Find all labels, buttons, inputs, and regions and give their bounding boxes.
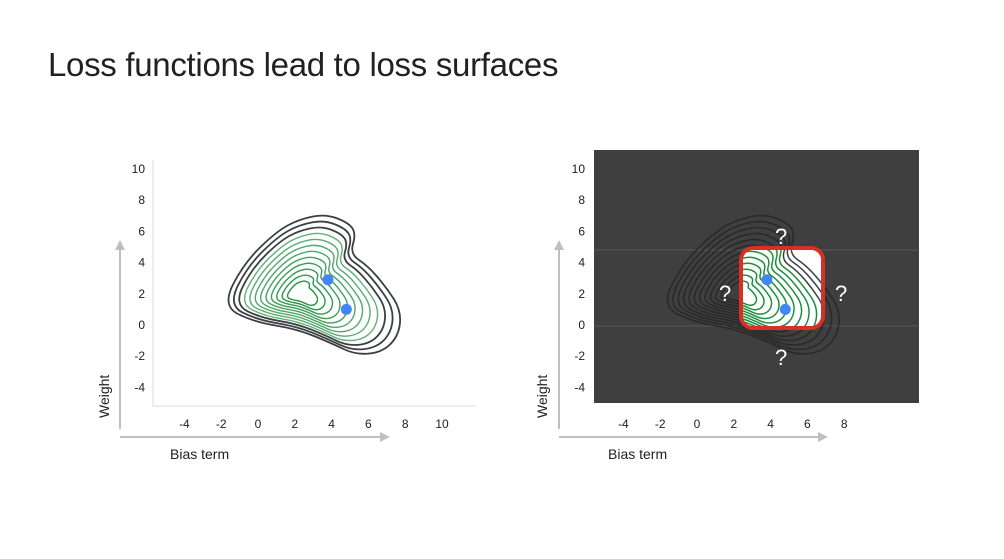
left-contour-ring xyxy=(276,268,334,315)
right-x-tick-labels: -4 -2 0 2 4 6 8 xyxy=(618,417,848,431)
right-explored-contour-ring xyxy=(741,250,795,328)
left-data-point xyxy=(322,274,334,286)
question-mark-left: ? xyxy=(719,281,731,306)
right-data-point xyxy=(779,303,791,315)
left-y-tick-label: -4 xyxy=(134,380,145,394)
right-data-point xyxy=(761,274,773,286)
left-contour-ring xyxy=(238,226,386,346)
right-x-tick-label: 0 xyxy=(694,417,701,431)
right-y-tick-label: -2 xyxy=(574,349,585,363)
left-x-tick-label: 2 xyxy=(291,417,298,431)
left-contour-ring xyxy=(249,238,371,337)
left-loss-surface-chart: 10 8 6 4 2 0 -2 -4 -4 -2 0 2 4 6 8 10 Weight Bias term xyxy=(96,160,476,462)
left-contour-ring xyxy=(281,274,326,311)
slide-title: Loss functions lead to loss surfaces xyxy=(48,46,559,83)
left-x-tick-label: 6 xyxy=(365,417,372,431)
left-data-points xyxy=(322,274,352,315)
right-loss-surface-chart: 10 8 6 4 2 0 -2 -4 -4 -2 0 2 4 6 8 Weight Bias term ?… xyxy=(534,150,919,462)
left-x-axis-label: Bias term xyxy=(170,446,229,462)
right-explored-contour-ring xyxy=(741,280,758,307)
left-contour-ring xyxy=(260,250,356,329)
right-highlight-box xyxy=(739,246,825,330)
left-contour-lines xyxy=(227,214,402,355)
right-x-tick-label: 8 xyxy=(841,417,848,431)
left-x-arrow-head xyxy=(380,432,390,442)
left-y-axis-label: Weight xyxy=(96,375,112,418)
left-y-tick-label: -2 xyxy=(134,349,145,363)
right-y-tick-label: 0 xyxy=(578,318,585,332)
left-y-tick-label: 4 xyxy=(138,256,145,270)
right-x-tick-label: 2 xyxy=(730,417,737,431)
right-y-axis-label: Weight xyxy=(534,375,550,418)
left-y-tick-labels: 10 8 6 4 2 0 -2 -4 xyxy=(132,162,146,394)
right-explored-contour-ring xyxy=(741,248,823,328)
left-x-tick-label: 10 xyxy=(435,417,449,431)
left-contour-ring xyxy=(243,232,379,342)
left-y-tick-label: 8 xyxy=(138,193,145,207)
right-explored-contour-ring xyxy=(741,248,810,328)
right-explored-contour-ring xyxy=(741,274,765,311)
right-x-tick-label: -4 xyxy=(618,417,629,431)
right-y-tick-label: -4 xyxy=(574,380,585,394)
left-x-tick-labels: -4 -2 0 2 4 6 8 10 xyxy=(179,417,449,431)
question-mark-bottom: ? xyxy=(775,345,787,370)
right-x-tick-label: 4 xyxy=(767,417,774,431)
question-mark-top: ? xyxy=(775,224,787,249)
left-x-tick-label: 0 xyxy=(255,417,262,431)
right-x-tick-label: -2 xyxy=(655,417,666,431)
left-y-tick-label: 6 xyxy=(138,224,145,238)
left-y-arrow-head xyxy=(115,240,125,250)
right-x-axis-label: Bias term xyxy=(608,446,667,462)
left-contour-ring xyxy=(233,220,394,351)
left-contour-ring xyxy=(254,244,364,333)
right-y-tick-labels: 10 8 6 4 2 0 -2 -4 xyxy=(572,162,586,394)
right-x-arrow-head xyxy=(818,432,828,442)
left-data-point xyxy=(340,303,352,315)
right-explored-contour-ring xyxy=(741,248,823,328)
right-explored-contour-ring xyxy=(741,248,803,328)
right-x-tick-label: 6 xyxy=(804,417,811,431)
right-y-arrow-head xyxy=(554,240,564,250)
left-contour-ring xyxy=(286,280,319,306)
question-mark-right: ? xyxy=(835,281,847,306)
right-y-tick-label: 10 xyxy=(572,162,586,176)
right-y-tick-label: 4 xyxy=(578,256,585,270)
right-explored-contour-ring xyxy=(741,248,823,328)
left-y-tick-label: 2 xyxy=(138,287,145,301)
right-explored-contour-ring xyxy=(741,268,773,315)
right-y-tick-label: 6 xyxy=(578,224,585,238)
right-explored-contour-ring xyxy=(741,248,818,328)
left-x-tick-label: 4 xyxy=(328,417,335,431)
right-y-tick-label: 2 xyxy=(578,287,585,301)
left-contour-ring xyxy=(227,214,402,355)
left-x-tick-label: -2 xyxy=(216,417,227,431)
left-x-tick-label: 8 xyxy=(402,417,409,431)
right-data-points xyxy=(761,274,791,315)
right-y-tick-label: 8 xyxy=(578,193,585,207)
left-y-tick-label: 10 xyxy=(132,162,146,176)
left-x-tick-label: -4 xyxy=(179,417,190,431)
left-y-tick-label: 0 xyxy=(138,318,145,332)
